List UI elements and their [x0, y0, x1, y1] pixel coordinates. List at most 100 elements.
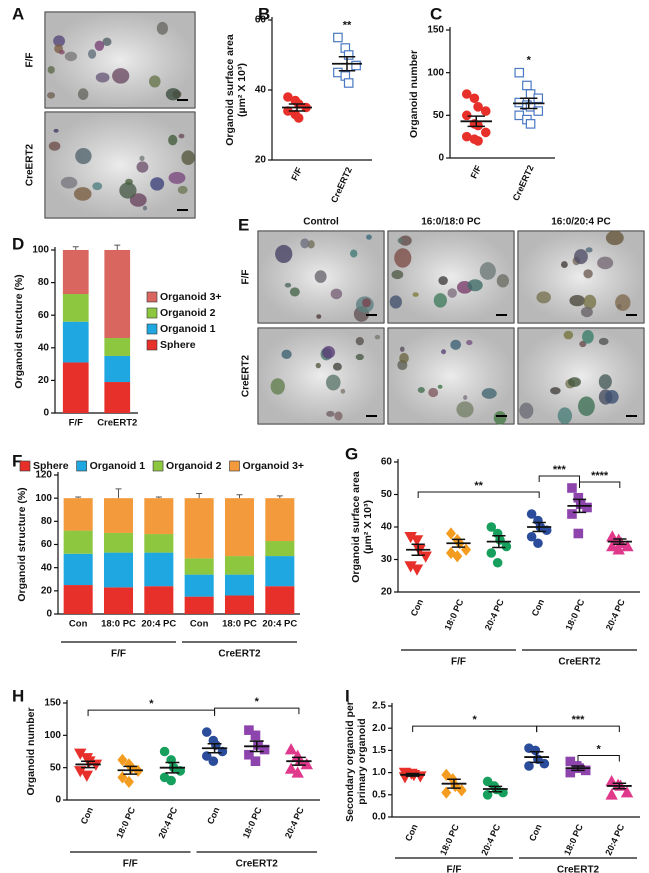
organoid — [400, 346, 405, 352]
y-tick-label: 0.0 — [372, 812, 386, 823]
organoid — [177, 185, 188, 194]
data-point — [419, 551, 432, 563]
x-tick-label: Con — [527, 823, 543, 843]
x-tick-label: 18:0 PC — [241, 805, 264, 840]
y-tick-label: 0 — [43, 408, 49, 419]
y-axis-label: Secondary organoid per — [344, 701, 356, 822]
row-label: F/F — [25, 53, 36, 68]
y-tick-label: 40 — [255, 85, 267, 96]
axis-line — [391, 703, 640, 818]
significance-bracket — [87, 709, 216, 717]
organoid — [355, 353, 364, 361]
organoid — [48, 141, 61, 151]
sem-bar — [451, 538, 466, 548]
y-axis-label: (µm² X 10³) — [362, 500, 374, 554]
sem-bar — [338, 56, 356, 72]
x-tick-label: 18:0 PC — [562, 822, 585, 857]
y-axis-label: Organoid number — [25, 707, 37, 795]
data-point — [80, 770, 94, 782]
y-tick-label: 100 — [44, 730, 61, 741]
data-point — [480, 127, 491, 138]
data-point — [410, 564, 424, 576]
bar-segment — [184, 574, 214, 597]
organoid — [366, 234, 372, 240]
y-tick-label: 0.5 — [372, 789, 386, 800]
organoid — [300, 238, 310, 249]
organoid — [579, 340, 587, 348]
bar-segment — [104, 338, 131, 356]
legend-label: Organoid 3+ — [160, 291, 222, 303]
y-tick-label: 60 — [255, 15, 267, 26]
organoid — [46, 92, 56, 99]
data-point — [541, 525, 552, 536]
organoid — [583, 294, 597, 310]
significance: * — [149, 698, 154, 710]
panel-letter: A — [12, 4, 24, 23]
organoid — [77, 88, 89, 101]
x-tick-label: 20:4 PC — [483, 597, 506, 632]
data-point — [606, 540, 619, 552]
organoid — [437, 384, 443, 389]
group-label: F/F — [447, 865, 462, 873]
legend-label: Organoid 2 — [166, 460, 222, 472]
data-point — [473, 102, 483, 112]
organoid — [399, 352, 409, 364]
legend-swatch — [146, 291, 158, 303]
x-tick-label: Con — [190, 619, 209, 630]
organoid — [374, 334, 381, 340]
organoid — [334, 411, 343, 421]
sem-bar — [405, 772, 420, 777]
image-vignette — [45, 112, 195, 218]
sem-bar — [291, 756, 306, 766]
data-point — [486, 522, 497, 532]
organoid — [94, 40, 105, 51]
image-vignette — [258, 328, 384, 424]
data-point — [469, 93, 480, 104]
organoid — [433, 293, 447, 308]
y-axis-label: primary organoid — [356, 718, 368, 804]
significance: * — [255, 696, 260, 708]
data-point — [612, 543, 625, 555]
bar-segment — [103, 587, 134, 614]
significance-bracket — [538, 475, 580, 482]
micrograph — [387, 230, 515, 324]
y-tick-label: 100 — [35, 493, 52, 504]
data-point — [482, 776, 493, 787]
significance-bracket — [417, 491, 540, 498]
y-tick-label: 80 — [38, 277, 50, 288]
bar-segment — [224, 556, 255, 575]
data-point — [473, 136, 483, 146]
organoid — [578, 396, 595, 417]
data-point — [452, 550, 463, 563]
data-point — [526, 509, 537, 519]
organoid — [88, 49, 97, 59]
bar-segment — [62, 362, 89, 413]
group-label: F/F — [111, 649, 126, 660]
sem-bar — [492, 535, 506, 549]
x-tick-label: 18:0 PC — [438, 822, 461, 857]
bar-segment — [144, 534, 174, 553]
organoid — [560, 261, 568, 269]
data-point — [201, 751, 212, 761]
organoid — [119, 182, 137, 199]
organoid — [615, 294, 631, 311]
organoid — [397, 237, 403, 244]
panel-letter: I — [345, 686, 350, 705]
organoid — [142, 205, 148, 211]
row-label: F/F — [241, 270, 252, 285]
organoid — [569, 295, 586, 307]
organoid — [362, 298, 371, 308]
data-point — [461, 543, 472, 556]
data-point — [284, 762, 298, 774]
y-tick-label: 60 — [381, 457, 393, 468]
data-point — [445, 527, 456, 540]
data-point — [582, 502, 592, 513]
organoid — [289, 287, 300, 297]
organoid — [92, 182, 103, 191]
significance: **** — [591, 470, 609, 482]
sem-bar — [411, 543, 425, 557]
organoid — [428, 387, 439, 398]
organoid — [597, 256, 614, 270]
bar-segment — [224, 574, 255, 596]
data-point — [201, 727, 212, 737]
